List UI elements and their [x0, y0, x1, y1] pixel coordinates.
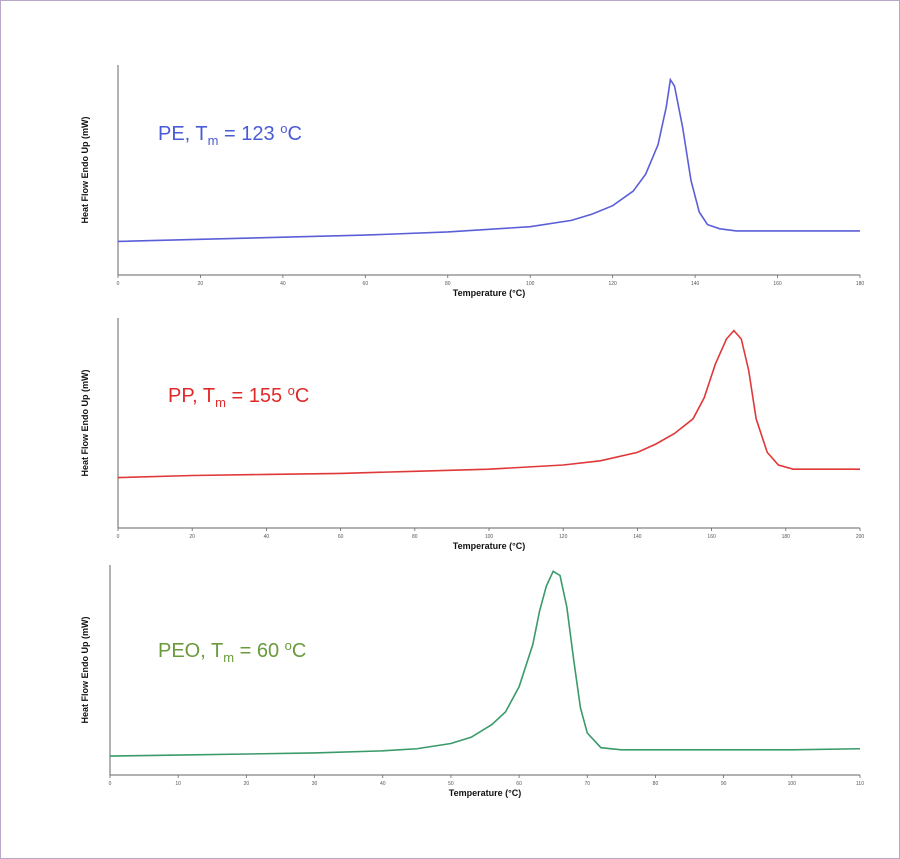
x-tick-label: 30: [312, 781, 318, 787]
x-tick-label: 80: [412, 534, 418, 540]
annotation-superscript: o: [280, 121, 287, 136]
x-tick-label: 0: [117, 281, 120, 287]
y-axis-label: Heat Flow Endo Up (mW): [80, 117, 90, 224]
x-tick-label: 120: [608, 281, 617, 287]
data-line: [117, 329, 860, 479]
annotation-part: = 155: [226, 385, 288, 407]
x-tick-label: 0: [109, 781, 112, 787]
x-tick-label: 0: [117, 534, 120, 540]
x-axis-label: Temperature (°C): [453, 288, 525, 298]
x-tick-label: 160: [773, 281, 782, 287]
x-tick-label: 70: [584, 781, 590, 787]
x-tick-label: 60: [363, 281, 369, 287]
annotation-part: PP, T: [168, 385, 215, 407]
x-tick-label: 180: [856, 281, 865, 287]
annotation-superscript: o: [285, 638, 292, 653]
x-tick-label: 120: [559, 534, 568, 540]
annotation-part: PE, T: [158, 123, 208, 145]
x-tick-label: 200: [856, 534, 865, 540]
x-tick-label: 60: [338, 534, 344, 540]
x-tick-label: 80: [445, 281, 451, 287]
annotation: PP, Tm = 155 oC: [168, 383, 309, 410]
x-axis-label: Temperature (°C): [449, 788, 521, 798]
x-tick-label: 100: [788, 781, 797, 787]
x-tick-label: 100: [526, 281, 535, 287]
x-tick-label: 140: [633, 534, 642, 540]
annotation-part: C: [292, 640, 306, 662]
x-tick-label: 160: [707, 534, 716, 540]
annotation-superscript: o: [288, 383, 295, 398]
annotation-part: = 123: [219, 123, 281, 145]
annotation-part: C: [295, 385, 309, 407]
x-tick-label: 40: [264, 534, 270, 540]
annotation: PEO, Tm = 60 oC: [158, 638, 306, 665]
annotation-part: = 60: [234, 640, 285, 662]
annotation-subscript: m: [223, 650, 234, 665]
data-line: [117, 77, 860, 243]
x-tick-label: 80: [653, 781, 659, 787]
x-tick-label: 110: [856, 781, 864, 787]
x-tick-label: 180: [782, 534, 791, 540]
x-tick-label: 90: [721, 781, 727, 787]
x-tick-label: 20: [244, 781, 250, 787]
annotation-subscript: m: [208, 133, 219, 148]
x-tick-label: 40: [280, 281, 286, 287]
x-tick-label: 60: [516, 781, 522, 787]
x-tick-label: 20: [198, 281, 204, 287]
x-tick-label: 100: [485, 534, 494, 540]
annotation: PE, Tm = 123 oC: [158, 121, 302, 148]
x-tick-label: 50: [448, 781, 454, 787]
y-axis-label: Heat Flow Endo Up (mW): [80, 370, 90, 477]
annotation-subscript: m: [215, 395, 226, 410]
data-line: [109, 570, 861, 757]
x-axis-label: Temperature (°C): [453, 541, 525, 551]
annotation-part: PEO, T: [158, 640, 223, 662]
annotation-part: C: [287, 123, 301, 145]
x-tick-label: 20: [189, 534, 195, 540]
x-tick-label: 40: [380, 781, 386, 787]
x-tick-label: 10: [175, 781, 181, 787]
x-tick-label: 140: [691, 281, 700, 287]
y-axis-label: Heat Flow Endo Up (mW): [80, 617, 90, 724]
